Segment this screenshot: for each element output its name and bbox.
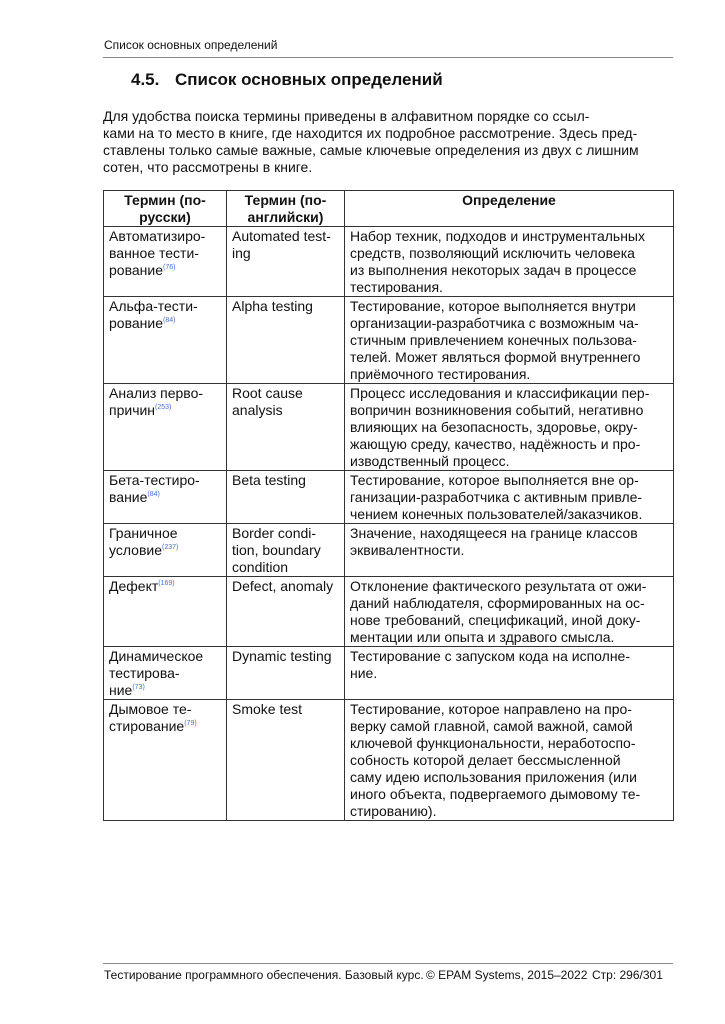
term-ru: Анализ перво- причин(253) [103,383,227,471]
table-row: Граничное условие(237) Border condi- tio… [103,523,674,577]
term-en: Smoke test [226,699,345,821]
definition: Отклонение фактического результата от ож… [344,576,674,647]
term-en: Border condi- tion, boundary condition [226,523,345,577]
term-ru: Динамическое тестирова- ние(73) [103,646,227,700]
running-head: Список основных определений [104,38,278,52]
section-title: Список основных определений [175,70,443,89]
term-en: Alpha testing [226,296,345,384]
footer-rule [103,963,673,964]
header-term-ru: Термин (по- русски) [103,190,227,227]
term-ru-text: Дефект [109,578,159,594]
definition: Процесс исследования и классификации пер… [344,383,674,471]
term-ru-text: Альфа-тести- рование [109,298,198,331]
footer-book-title: Тестирование программного обеспечения. Б… [104,968,424,982]
page-ref-link[interactable]: (237) [162,544,179,551]
term-ru-text: Автоматизиро- ванное тести- рование [109,228,206,278]
definition: Тестирование, которое выполняется вне ор… [344,470,674,524]
section-heading: 4.5. Список основных определений [131,70,443,90]
definitions-table: Термин (по- русски) Термин (по- английск… [103,190,674,821]
table-row: Дымовое те- стирование(79) Smoke test Те… [103,699,674,821]
term-ru: Граничное условие(237) [103,523,227,577]
term-en: Dynamic testing [226,646,345,700]
table-header-row: Термин (по- русски) Термин (по- английск… [103,190,674,227]
page-ref-link[interactable]: (84) [162,317,176,324]
table-row: Анализ перво- причин(253) Root cause ana… [103,383,674,471]
table-row: Динамическое тестирова- ние(73) Dynamic … [103,646,674,700]
definition: Набор техник, подходов и инструментальны… [344,226,674,297]
footer-page-number: Стр: 296/301 [592,968,663,982]
definition: Тестирование с запуском кода на исполне-… [344,646,674,700]
footer-copyright: © EPAM Systems, 2015–2022 [426,968,588,982]
header-rule [103,57,673,58]
definition: Тестирование, которое выполняется внутри… [344,296,674,384]
table-row: Дефект(169) Defect, anomaly Отклонение ф… [103,576,674,647]
page-ref-link[interactable]: (253) [155,404,172,411]
table-row: Автоматизиро- ванное тести- рование(76) … [103,226,674,297]
table-row: Бета-тестиро- вание(84) Beta testing Тес… [103,470,674,524]
term-ru-text: Анализ перво- причин [109,385,204,418]
table-row: Альфа-тести- рование(84) Alpha testing Т… [103,296,674,384]
page-ref-link[interactable]: (76) [162,264,176,271]
page-ref-link[interactable]: (84) [147,491,160,498]
term-ru: Альфа-тести- рование(84) [103,296,227,384]
definition: Значение, находящееся на границе классов… [344,523,674,577]
header-term-en: Термин (по- английски) [226,190,345,227]
term-ru: Дымовое те- стирование(79) [103,699,227,821]
intro-paragraph: Для удобства поиска термины приведены в … [103,108,639,175]
term-ru-text: Дымовое те- стирование [109,701,192,734]
definition: Тестирование, которое направлено на про-… [344,699,674,821]
page-ref-link[interactable]: (79) [184,720,197,727]
section-number: 4.5. [131,70,160,89]
term-ru-text: Динамическое тестирова- ние [109,648,204,698]
term-en: Defect, anomaly [226,576,345,647]
term-en: Beta testing [226,470,345,524]
term-ru-text: Граничное условие [109,525,178,558]
header-definition: Определение [344,190,674,227]
page-ref-link[interactable]: (169) [158,580,175,587]
term-en: Root cause analysis [226,383,345,471]
page-ref-link[interactable]: (73) [132,684,145,691]
term-ru-text: Бета-тестиро- вание [109,472,200,505]
term-en: Automated test- ing [226,226,345,297]
term-ru: Дефект(169) [103,576,227,647]
term-ru: Бета-тестиро- вание(84) [103,470,227,524]
term-ru: Автоматизиро- ванное тести- рование(76) [103,226,227,297]
